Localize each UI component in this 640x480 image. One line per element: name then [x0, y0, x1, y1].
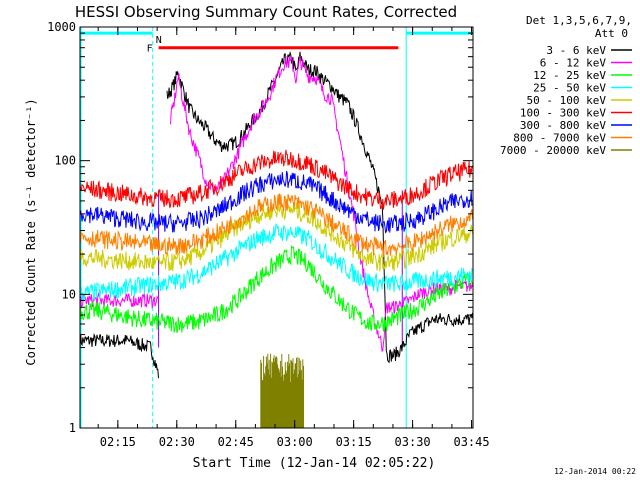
x-axis-label: Start Time (12-Jan-14 02:05:22)	[193, 456, 436, 471]
series-7000-20000-keV-line	[260, 353, 304, 428]
legend-label-6: 100 - 300 keV	[520, 107, 606, 120]
flare-bar-label: F	[147, 44, 153, 55]
x-tick-label-6: 03:30	[395, 435, 431, 449]
series-100-300-keV-line	[79, 149, 473, 210]
legend-label-7: 300 - 800 keV	[520, 119, 606, 132]
legend-label-4: 25 - 50 keV	[533, 82, 606, 95]
legend-label-9: 7000 - 20000 keV	[500, 144, 606, 157]
axes: 02:15 02:30 02:45 03:00 03:15 03:30 03:45 1 10 10…	[47, 20, 490, 449]
y-tick-label-1: 1	[69, 421, 76, 435]
n-label: N	[156, 35, 162, 46]
plot-frame	[79, 26, 474, 429]
series-800-7000-keV-line	[79, 193, 474, 258]
legend-label-8: 800 - 7000 keV	[513, 132, 606, 145]
series-50-100-keV-line	[79, 201, 474, 272]
series-300-800-keV-line	[79, 170, 473, 234]
legend-label-3: 12 - 25 keV	[533, 69, 606, 82]
plot-area: FN	[79, 27, 474, 428]
x-tick-label-5: 03:15	[336, 435, 372, 449]
x-tick-label-4: 03:00	[277, 435, 313, 449]
x-tick-label-7: 03:45	[453, 435, 489, 449]
timestamp: 12-Jan-2014 00:22	[554, 467, 636, 476]
legend-label-5: 50 - 100 keV	[527, 94, 607, 107]
chart-title: HESSI Observing Summary Count Rates, Cor…	[75, 3, 457, 21]
legend-header-line-2: Att 0	[595, 27, 628, 40]
y-axis-label: Corrected Count Rate (s⁻¹ detector⁻¹)	[24, 98, 38, 365]
y-tick-label-4: 1000	[47, 20, 76, 34]
y-tick-label-3: 100	[54, 154, 76, 168]
series-3-6-keV-line	[79, 50, 474, 379]
x-tick-label-1: 02:15	[100, 435, 136, 449]
x-tick-label-3: 02:45	[218, 435, 254, 449]
legend-label-1: 3 - 6 keV	[546, 44, 606, 57]
y-tick-label-2: 10	[62, 287, 76, 301]
legend-label-2: 6 - 12 keV	[540, 57, 607, 70]
series-12-25-keV-line	[79, 245, 474, 334]
legend-header-line-1: Det 1,3,5,6,7,9,	[526, 14, 632, 27]
series-25-50-keV-line	[79, 223, 474, 302]
x-tick-label-2: 02:30	[159, 435, 195, 449]
